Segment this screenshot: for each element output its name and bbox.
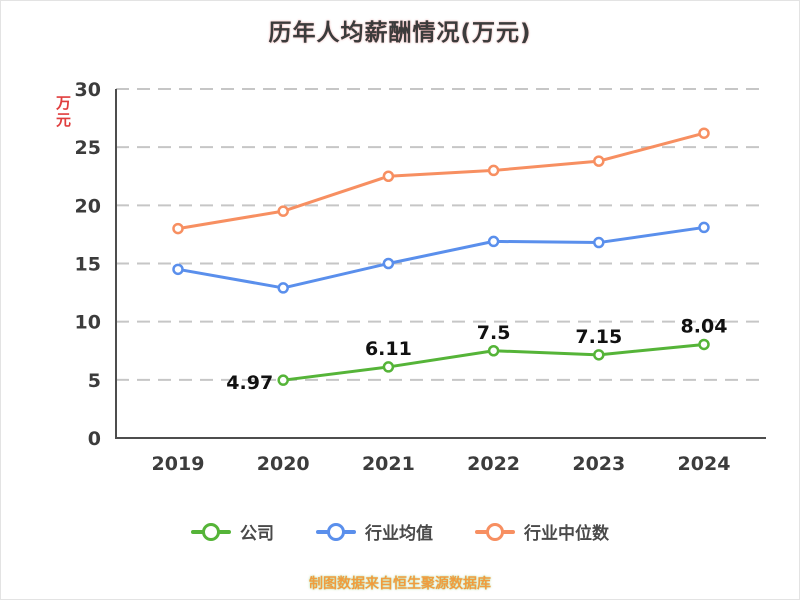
legend-marker-industry-median <box>475 522 515 541</box>
legend-label-industry-avg: 行业均值 <box>365 524 433 544</box>
value-label-company: 8.04 <box>681 315 728 337</box>
line-chart-canvas: 0 5 10 15 20 25 30 2019 2020 2021 2022 2023 2024 4.97… <box>75 79 766 475</box>
x-tick-label: 2019 <box>152 453 205 475</box>
legend-ring-icon <box>486 522 504 541</box>
legend-item-company[interactable]: 公司 <box>191 519 274 544</box>
chart-title: 历年人均薪酬情况(万元) <box>268 20 532 46</box>
data-point-company <box>277 374 289 386</box>
legend-item-industry-avg[interactable]: 行业均值 <box>316 519 433 544</box>
data-source-note: 制图数据来自恒生聚源数据库 <box>309 576 491 592</box>
legend-marker-company <box>191 522 231 541</box>
axis-lines <box>115 89 766 439</box>
chart-legend: 公司 行业均值 行业中位数 <box>1 519 799 544</box>
data-point-company <box>593 349 605 361</box>
data-point-industry-median <box>382 170 395 182</box>
value-label-company: 7.5 <box>477 322 511 344</box>
data-point-industry-avg <box>172 263 184 276</box>
legend-item-industry-median[interactable]: 行业中位数 <box>475 519 609 544</box>
data-point-industry-median <box>593 155 605 167</box>
legend-marker-industry-avg <box>316 522 356 541</box>
y-axis-unit-label: 万元 <box>54 95 72 129</box>
data-point-company <box>382 361 395 373</box>
x-tick-label: 2021 <box>362 453 415 475</box>
y-tick-label: 15 <box>75 254 101 276</box>
data-point-industry-median <box>277 205 289 217</box>
value-label-company: 7.15 <box>575 326 622 348</box>
y-tick-label: 0 <box>88 428 101 450</box>
x-tick-label: 2022 <box>467 453 520 475</box>
y-tick-label: 10 <box>75 312 101 334</box>
x-tick-label: 2024 <box>678 453 731 475</box>
data-point-industry-avg <box>593 236 605 249</box>
legend-label-industry-median: 行业中位数 <box>524 524 609 544</box>
data-point-company <box>487 345 500 357</box>
data-point-industry-avg <box>277 282 289 294</box>
value-label-company: 4.97 <box>226 372 273 394</box>
x-tick-label: 2023 <box>572 453 625 475</box>
legend-ring-icon <box>202 522 220 541</box>
y-tick-label: 5 <box>88 370 101 392</box>
series-line-industry-avg <box>176 225 706 290</box>
data-point-industry-avg <box>698 221 710 234</box>
data-point-industry-median <box>172 222 184 235</box>
data-point-industry-median <box>487 164 500 177</box>
data-point-industry-median <box>698 127 710 139</box>
x-tick-label: 2020 <box>257 453 310 475</box>
legend-label-company: 公司 <box>240 524 274 544</box>
y-tick-label: 25 <box>75 137 101 159</box>
data-point-company <box>698 338 710 351</box>
legend-ring-icon <box>327 522 345 541</box>
series-line-industry-median <box>176 131 706 231</box>
data-point-industry-avg <box>487 235 500 248</box>
y-tick-label: 20 <box>75 195 101 217</box>
data-point-industry-avg <box>382 257 395 270</box>
y-tick-label: 30 <box>75 79 101 101</box>
value-label-company: 6.11 <box>365 338 412 360</box>
